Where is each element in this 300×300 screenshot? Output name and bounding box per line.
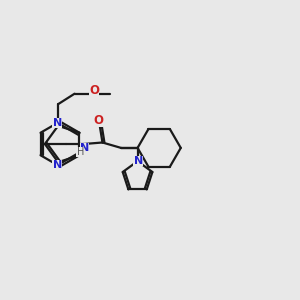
Text: H: H	[76, 147, 84, 158]
Text: O: O	[89, 84, 99, 97]
Text: N: N	[80, 143, 89, 153]
Text: N: N	[52, 118, 62, 128]
Text: N: N	[52, 160, 62, 170]
Text: O: O	[93, 114, 103, 127]
Text: N: N	[134, 156, 143, 166]
